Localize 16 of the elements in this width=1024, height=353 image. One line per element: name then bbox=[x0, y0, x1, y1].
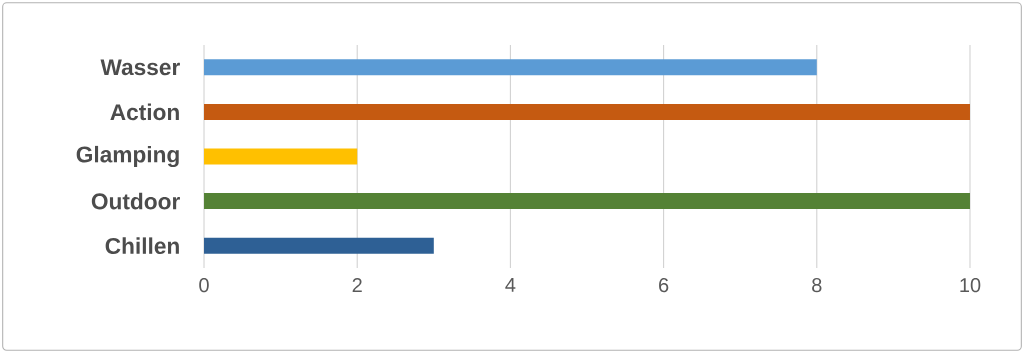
y-tick-label: Outdoor bbox=[91, 192, 180, 210]
x-tick-label: 4 bbox=[505, 278, 516, 292]
y-tick-label: Action bbox=[110, 103, 179, 121]
y-tick-label: Wasser bbox=[100, 59, 180, 76]
x-tick-label: 8 bbox=[812, 278, 822, 293]
y-tick-label: Chillen bbox=[105, 237, 179, 255]
bar bbox=[204, 103, 970, 120]
bar bbox=[204, 59, 817, 76]
x-tick-label: 2 bbox=[352, 278, 362, 292]
y-tick-label: Glamping bbox=[76, 145, 179, 168]
x-tick-label: 6 bbox=[659, 278, 669, 293]
bar bbox=[204, 148, 358, 165]
x-tick-label: 0 bbox=[199, 278, 209, 293]
bar bbox=[204, 237, 434, 254]
bar bbox=[204, 193, 970, 210]
x-tick-label: 10 bbox=[960, 278, 981, 293]
